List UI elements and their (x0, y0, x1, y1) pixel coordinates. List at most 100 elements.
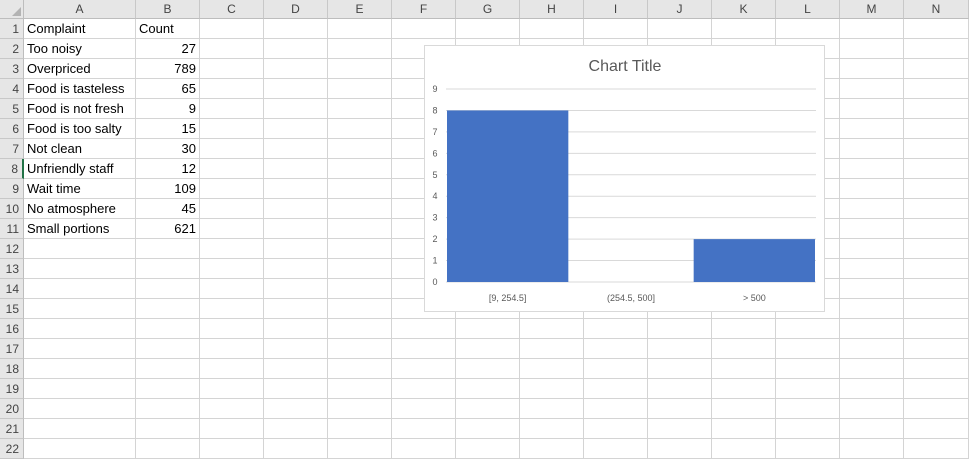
cell-n9[interactable] (904, 179, 969, 199)
cell-c21[interactable] (200, 419, 264, 439)
cell-m7[interactable] (840, 139, 904, 159)
cell-a5[interactable]: Food is not fresh (24, 99, 136, 119)
cell-b20[interactable] (136, 399, 200, 419)
cell-a18[interactable] (24, 359, 136, 379)
cell-b18[interactable] (136, 359, 200, 379)
cell-l17[interactable] (776, 339, 840, 359)
histogram-chart[interactable]: Chart Title 0 1 2 3 4 5 6 7 8 9 [9, 254.5] (254.5,… (424, 45, 825, 312)
cell-c2[interactable] (200, 39, 264, 59)
cell-l18[interactable] (776, 359, 840, 379)
cell-n13[interactable] (904, 259, 969, 279)
cell-e14[interactable] (328, 279, 392, 299)
cell-g22[interactable] (456, 439, 520, 459)
cell-c1[interactable] (200, 19, 264, 39)
cell-n1[interactable] (904, 19, 969, 39)
cell-d2[interactable] (264, 39, 328, 59)
row-header-5[interactable]: 5 (0, 99, 24, 119)
cell-g16[interactable] (456, 319, 520, 339)
cell-c12[interactable] (200, 239, 264, 259)
cell-l19[interactable] (776, 379, 840, 399)
cell-d1[interactable] (264, 19, 328, 39)
cell-d17[interactable] (264, 339, 328, 359)
cell-e3[interactable] (328, 59, 392, 79)
cell-d10[interactable] (264, 199, 328, 219)
cell-j1[interactable] (648, 19, 712, 39)
cell-g18[interactable] (456, 359, 520, 379)
column-header-j[interactable]: J (648, 0, 712, 19)
row-header-17[interactable]: 17 (0, 339, 24, 359)
cell-a6[interactable]: Food is too salty (24, 119, 136, 139)
row-header-3[interactable]: 3 (0, 59, 24, 79)
cell-j16[interactable] (648, 319, 712, 339)
cell-m11[interactable] (840, 219, 904, 239)
cell-e1[interactable] (328, 19, 392, 39)
cell-m2[interactable] (840, 39, 904, 59)
cell-e8[interactable] (328, 159, 392, 179)
cell-a4[interactable]: Food is tasteless (24, 79, 136, 99)
cell-d13[interactable] (264, 259, 328, 279)
cell-e19[interactable] (328, 379, 392, 399)
cell-e12[interactable] (328, 239, 392, 259)
cell-a10[interactable]: No atmosphere (24, 199, 136, 219)
cell-e7[interactable] (328, 139, 392, 159)
cell-m9[interactable] (840, 179, 904, 199)
cell-a20[interactable] (24, 399, 136, 419)
cell-d11[interactable] (264, 219, 328, 239)
cell-n22[interactable] (904, 439, 969, 459)
column-header-f[interactable]: F (392, 0, 456, 19)
cell-a17[interactable] (24, 339, 136, 359)
cell-d18[interactable] (264, 359, 328, 379)
cell-n5[interactable] (904, 99, 969, 119)
cell-j19[interactable] (648, 379, 712, 399)
cell-c16[interactable] (200, 319, 264, 339)
cell-l20[interactable] (776, 399, 840, 419)
cell-g20[interactable] (456, 399, 520, 419)
cell-m12[interactable] (840, 239, 904, 259)
row-header-9[interactable]: 9 (0, 179, 24, 199)
cell-e9[interactable] (328, 179, 392, 199)
cell-i20[interactable] (584, 399, 648, 419)
cell-a9[interactable]: Wait time (24, 179, 136, 199)
cell-b19[interactable] (136, 379, 200, 399)
cell-m10[interactable] (840, 199, 904, 219)
cell-h21[interactable] (520, 419, 584, 439)
column-header-i[interactable]: I (584, 0, 648, 19)
cell-m22[interactable] (840, 439, 904, 459)
cell-b6[interactable]: 15 (136, 119, 200, 139)
cell-a15[interactable] (24, 299, 136, 319)
cell-m6[interactable] (840, 119, 904, 139)
row-header-11[interactable]: 11 (0, 219, 24, 239)
cell-c10[interactable] (200, 199, 264, 219)
cell-a16[interactable] (24, 319, 136, 339)
cell-g1[interactable] (456, 19, 520, 39)
cell-j22[interactable] (648, 439, 712, 459)
cell-c19[interactable] (200, 379, 264, 399)
row-header-16[interactable]: 16 (0, 319, 24, 339)
row-header-1[interactable]: 1 (0, 19, 24, 39)
cell-d5[interactable] (264, 99, 328, 119)
cell-e10[interactable] (328, 199, 392, 219)
column-header-c[interactable]: C (200, 0, 264, 19)
cell-i17[interactable] (584, 339, 648, 359)
cell-k20[interactable] (712, 399, 776, 419)
cell-f17[interactable] (392, 339, 456, 359)
cell-a2[interactable]: Too noisy (24, 39, 136, 59)
cell-k16[interactable] (712, 319, 776, 339)
cell-n11[interactable] (904, 219, 969, 239)
cell-b2[interactable]: 27 (136, 39, 200, 59)
cell-f21[interactable] (392, 419, 456, 439)
cell-m15[interactable] (840, 299, 904, 319)
cell-m3[interactable] (840, 59, 904, 79)
cell-a7[interactable]: Not clean (24, 139, 136, 159)
cell-n19[interactable] (904, 379, 969, 399)
row-header-21[interactable]: 21 (0, 419, 24, 439)
cell-c22[interactable] (200, 439, 264, 459)
cell-b12[interactable] (136, 239, 200, 259)
cell-d3[interactable] (264, 59, 328, 79)
cell-c14[interactable] (200, 279, 264, 299)
cell-h18[interactable] (520, 359, 584, 379)
cell-b9[interactable]: 109 (136, 179, 200, 199)
cell-n21[interactable] (904, 419, 969, 439)
cell-c8[interactable] (200, 159, 264, 179)
cell-h1[interactable] (520, 19, 584, 39)
